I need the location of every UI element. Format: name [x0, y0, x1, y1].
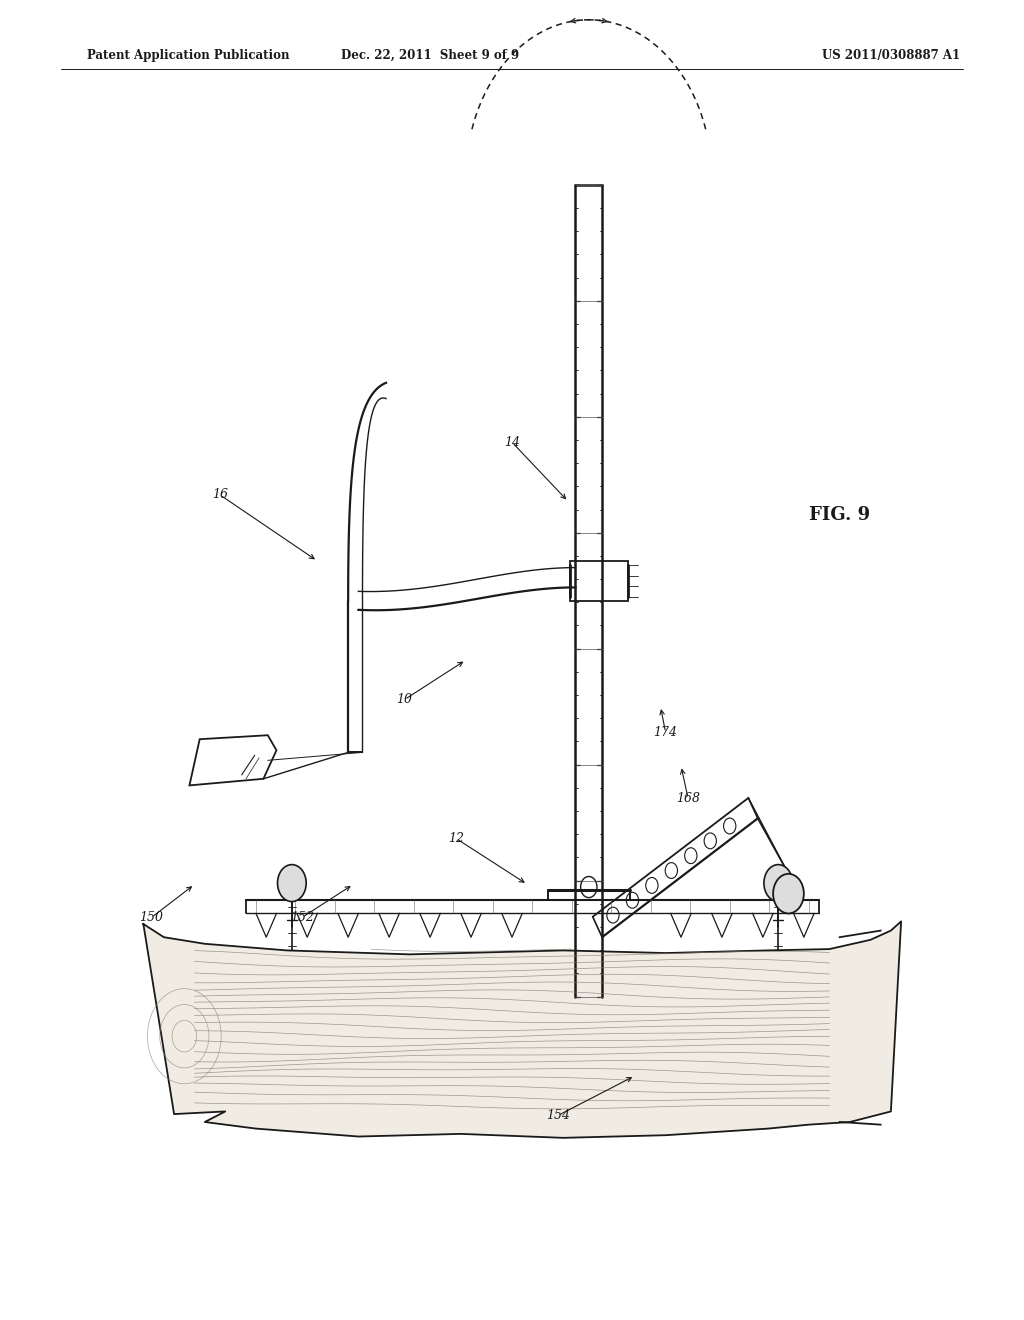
Circle shape	[773, 874, 804, 913]
Text: 152: 152	[290, 911, 314, 924]
Text: 150: 150	[139, 911, 164, 924]
Text: 10: 10	[396, 693, 413, 706]
Text: Patent Application Publication: Patent Application Publication	[87, 49, 290, 62]
Circle shape	[764, 865, 793, 902]
Text: US 2011/0308887 A1: US 2011/0308887 A1	[822, 49, 959, 62]
Polygon shape	[143, 921, 901, 1138]
Text: 154: 154	[546, 1109, 570, 1122]
Text: 174: 174	[653, 726, 678, 739]
Text: Dec. 22, 2011  Sheet 9 of 9: Dec. 22, 2011 Sheet 9 of 9	[341, 49, 519, 62]
Circle shape	[278, 865, 306, 902]
Text: 16: 16	[212, 488, 228, 502]
Text: 12: 12	[447, 832, 464, 845]
Text: 14: 14	[504, 436, 520, 449]
Text: 168: 168	[676, 792, 700, 805]
Text: FIG. 9: FIG. 9	[809, 506, 870, 524]
